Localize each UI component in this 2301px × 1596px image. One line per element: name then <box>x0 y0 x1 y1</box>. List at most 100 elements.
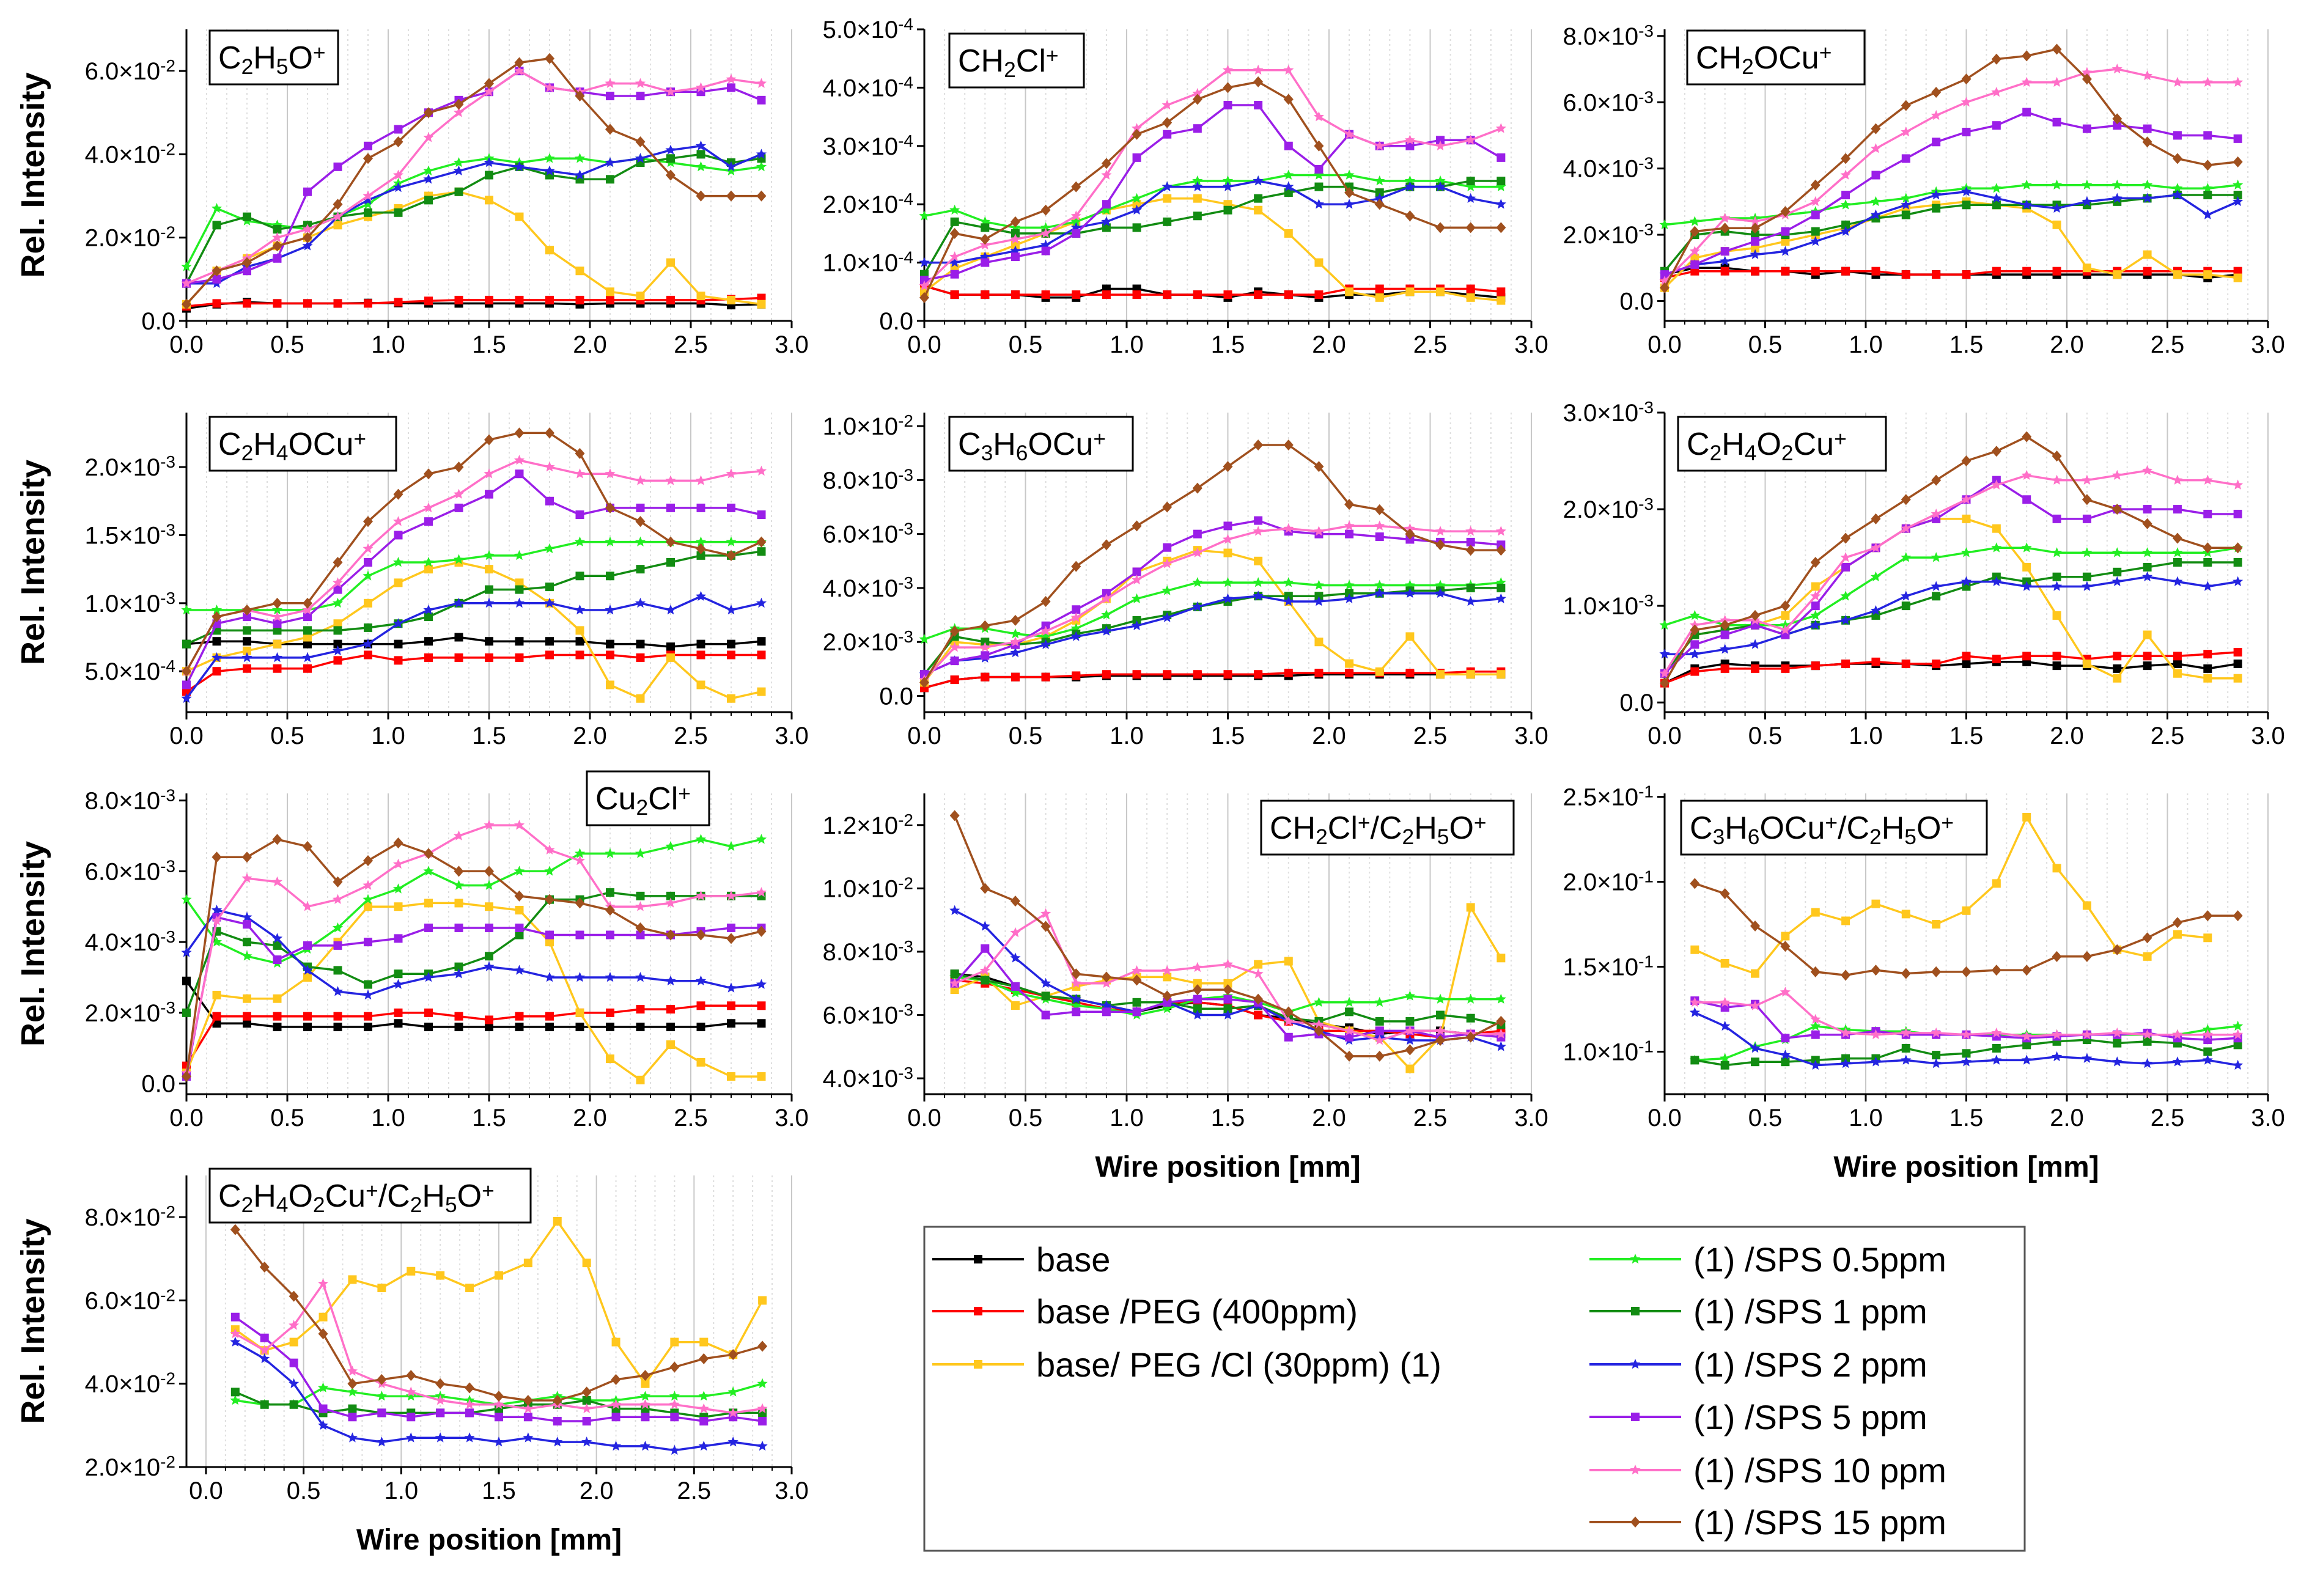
data-point <box>1192 175 1203 186</box>
data-point <box>1132 998 1141 1007</box>
data-point <box>1750 639 1761 649</box>
data-point <box>2021 199 2032 210</box>
data-point <box>302 240 313 251</box>
data-point <box>545 1023 554 1032</box>
series-sps2 <box>181 590 767 703</box>
data-point <box>757 1440 768 1451</box>
data-point <box>424 565 433 574</box>
data-point <box>1495 181 1506 191</box>
data-point <box>273 626 282 635</box>
data-point <box>318 1419 329 1430</box>
data-point <box>1223 521 1232 531</box>
y-tick-label: 4.0×10-2 <box>85 140 175 169</box>
data-point <box>698 1403 709 1413</box>
panel-title-frame <box>586 770 710 826</box>
data-point <box>2233 1029 2244 1039</box>
data-point <box>1720 888 1730 899</box>
data-point <box>1496 545 1506 556</box>
data-point <box>243 646 251 655</box>
data-point <box>545 894 554 905</box>
data-point <box>523 1413 532 1422</box>
data-point <box>1313 526 1324 536</box>
series-line <box>186 70 762 285</box>
data-point <box>2111 1027 2122 1038</box>
data-point <box>1193 995 1202 1004</box>
data-point <box>424 107 433 119</box>
x-tick-label: 2.5 <box>1413 331 1448 358</box>
data-point <box>393 837 403 849</box>
data-point <box>1841 562 1850 572</box>
series-line <box>1664 111 2238 276</box>
data-point <box>605 905 615 916</box>
data-point <box>1314 164 1324 174</box>
data-point <box>1810 557 1821 568</box>
series-cl <box>230 1216 767 1388</box>
data-point <box>302 652 313 663</box>
data-point <box>611 1440 622 1451</box>
data-point <box>2111 179 2122 189</box>
data-point <box>1659 649 1670 659</box>
data-point <box>1283 596 1294 606</box>
data-point <box>333 966 342 975</box>
data-point <box>979 921 990 931</box>
y-tick-label: 0.0 <box>141 1071 175 1098</box>
data-point <box>523 1259 532 1268</box>
data-point <box>726 982 737 993</box>
series-line <box>185 909 762 996</box>
series-peg <box>920 667 1506 693</box>
data-point <box>241 951 252 961</box>
data-point <box>2172 532 2182 544</box>
data-point <box>303 664 312 673</box>
series-sps2 <box>181 905 767 1000</box>
data-point <box>1404 1035 1415 1045</box>
data-point <box>376 1436 387 1447</box>
data-point <box>1254 205 1263 215</box>
chart-panel: 0.0 0.5 1.0 1.5 2.0 2.5 3.0 1.0×10-1 1.5×10-1 2.0… <box>1563 782 2285 1183</box>
data-point <box>424 1023 433 1032</box>
data-point <box>2173 659 2182 668</box>
data-point <box>1101 169 1112 180</box>
x-tick-label: 0.0 <box>169 723 204 749</box>
data-point <box>2113 1039 2122 1048</box>
data-point <box>1101 625 1112 636</box>
data-point <box>979 965 990 976</box>
data-point <box>514 427 525 439</box>
data-point <box>1841 153 1851 164</box>
series-sps10 <box>181 820 767 1078</box>
data-point <box>1750 609 1761 621</box>
x-tick-label: 0.5 <box>1009 331 1043 358</box>
series-peg <box>1660 648 2242 688</box>
data-point <box>1344 996 1355 1007</box>
data-point <box>259 1345 270 1355</box>
data-point <box>1992 1043 2001 1053</box>
data-point <box>2052 267 2061 276</box>
data-point <box>1840 169 1851 180</box>
x-tick-label: 0.0 <box>907 331 941 358</box>
data-point <box>981 944 990 953</box>
legend-label: base /PEG (400ppm) <box>1036 1292 1358 1331</box>
data-point <box>1222 534 1234 544</box>
data-point <box>1811 267 1820 276</box>
data-point <box>332 894 344 904</box>
data-point <box>1690 226 1700 237</box>
legend: base base /PEG (400ppm) base/ PEG /Cl (30p… <box>923 1226 2026 1552</box>
data-point <box>695 82 707 92</box>
data-point <box>981 258 990 267</box>
data-point <box>1132 520 1142 532</box>
data-point <box>2142 518 2152 529</box>
panel-title-box: C2H4O2Cu+/C2H5O+ <box>208 1168 532 1224</box>
data-point <box>1659 219 1670 230</box>
data-point <box>271 611 283 622</box>
x-tick-label: 3.0 <box>775 1477 809 1504</box>
data-point <box>726 468 737 479</box>
legend-item-sps15: (1) /SPS 15 ppm <box>1589 1503 1946 1542</box>
data-point <box>1932 138 1941 147</box>
data-point <box>2173 669 2182 678</box>
data-point <box>756 597 767 608</box>
data-point <box>182 639 191 649</box>
panel-title-box: CH2Cl+/C2H5O+ <box>1260 800 1515 856</box>
data-point <box>1253 439 1264 450</box>
data-point <box>273 955 282 965</box>
data-point <box>332 577 344 587</box>
x-tick-label: 1.0 <box>371 331 405 358</box>
